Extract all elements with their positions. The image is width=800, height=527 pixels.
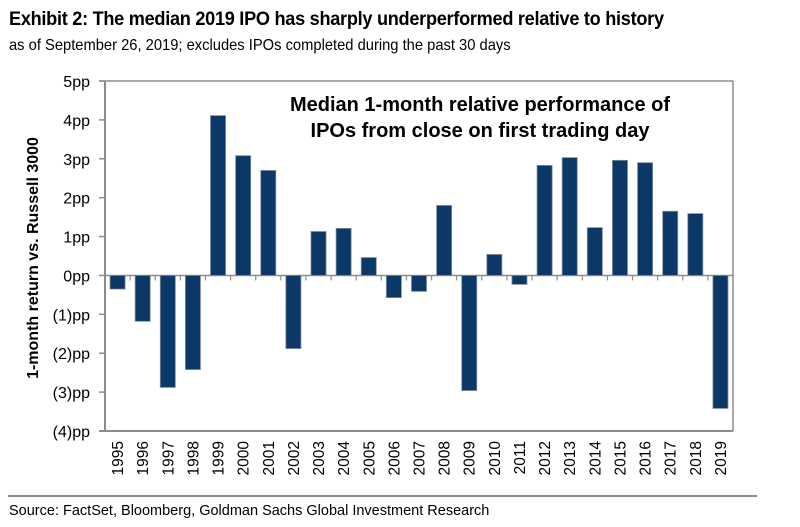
exhibit-subtitle: as of September 26, 2019; excludes IPOs … (9, 37, 511, 54)
x-axis-labels: 1995 1996 1997 1998 1999 2000 2001 2002 2003 2004… (110, 441, 730, 476)
x-tick-label: 2005 (361, 441, 378, 475)
bar-2006 (385, 275, 402, 299)
x-tick-label: 2012 (537, 441, 554, 475)
bar-2018 (687, 213, 704, 276)
bar-2007 (411, 275, 427, 292)
x-tick-label: 2009 (462, 441, 479, 475)
x-axis-ticks (129, 275, 709, 281)
bar-2004 (335, 227, 352, 276)
bar-2017 (662, 210, 679, 276)
x-tick-label: 2019 (713, 441, 730, 475)
chart-annotation-line-1: Median 1-month relative performance of (290, 94, 670, 116)
x-tick-label: 2002 (286, 441, 303, 475)
bar-2014 (586, 227, 603, 276)
bar-2000 (235, 155, 252, 276)
y-tick-label: (1)pp (53, 307, 90, 324)
source-note: Source: FactSet, Bloomberg, Goldman Sach… (9, 503, 490, 519)
bar-2019 (712, 275, 729, 409)
x-tick-label: 2014 (587, 441, 604, 476)
bar-2010 (486, 254, 503, 276)
x-tick-label: 2017 (663, 441, 680, 475)
x-tick-label: 2007 (412, 441, 429, 475)
x-tick-label: 1996 (135, 441, 152, 475)
bar-2005 (360, 257, 377, 276)
bar-2015 (612, 159, 628, 276)
y-tick-label: 4pp (63, 113, 90, 130)
bar-2002 (285, 275, 302, 349)
x-tick-label: 1998 (185, 441, 202, 475)
y-tick-label: 1pp (63, 230, 90, 247)
footer-divider (8, 495, 757, 497)
bar-1999 (210, 115, 226, 276)
y-tick-label: 0pp (63, 268, 90, 285)
y-tick-label: 3pp (63, 152, 90, 169)
y-axis-title: 1-month return vs. Russell 3000 (25, 137, 42, 379)
x-tick-label: 2010 (487, 441, 504, 476)
x-tick-label: 2004 (336, 441, 353, 476)
bar-1998 (184, 275, 201, 370)
x-tick-label: 2015 (612, 441, 629, 475)
bar-2008 (436, 205, 453, 276)
y-tick-label: 5pp (63, 74, 90, 91)
y-tick-label: (2)pp (53, 346, 90, 363)
x-tick-label: 2003 (311, 441, 328, 475)
bar-2003 (310, 231, 327, 276)
x-tick-label: 1997 (160, 441, 177, 475)
y-tick-label: 2pp (63, 191, 90, 208)
y-tick-label: (3)pp (53, 385, 90, 402)
bars (109, 115, 729, 409)
x-tick-label: 2000 (236, 441, 253, 476)
x-tick-label: 2018 (688, 441, 705, 475)
bar-1995 (109, 275, 126, 290)
x-tick-label: 2001 (261, 441, 278, 475)
x-tick-label: 2008 (437, 441, 454, 475)
x-tick-label: 1999 (211, 441, 228, 475)
bar-2013 (561, 157, 578, 276)
chart-annotation-line-2: IPOs from close on first trading day (311, 120, 651, 142)
x-tick-label: 2011 (512, 441, 529, 474)
y-tick-label: (4)pp (53, 424, 90, 441)
bar-1997 (159, 275, 176, 388)
x-tick-label: 1995 (110, 441, 127, 475)
x-tick-label: 2006 (386, 441, 403, 475)
bar-2001 (260, 170, 277, 276)
bar-1996 (134, 275, 151, 322)
bar-2016 (637, 162, 654, 276)
bar-2012 (536, 164, 553, 276)
x-tick-label: 2016 (638, 441, 655, 475)
exhibit-title: Exhibit 2: The median 2019 IPO has sharp… (9, 8, 664, 30)
x-tick-label: 2013 (562, 441, 579, 475)
bar-2011 (511, 275, 528, 285)
y-axis-ticks: 5pp 4pp 3pp 2pp 1pp 0pp (1)pp (2)pp (3)pp (4)pp (53, 74, 105, 441)
bar-2009 (461, 275, 478, 391)
